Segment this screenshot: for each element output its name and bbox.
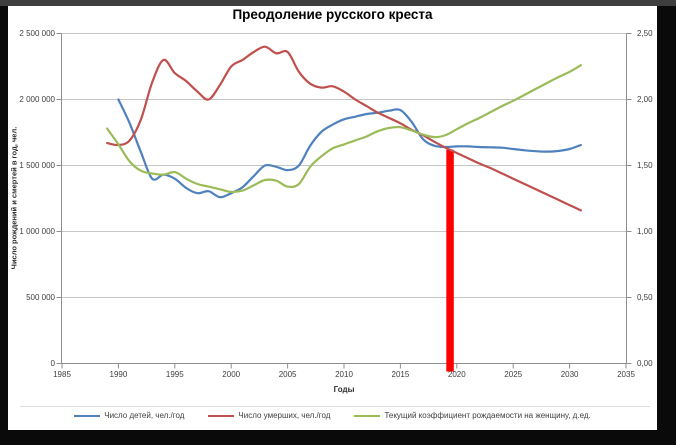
legend-divider: [20, 406, 650, 407]
y-axis-left-tick-label: 2 500 000: [19, 29, 55, 38]
x-axis-tick-label: 2035: [617, 370, 635, 379]
legend-line-sample-births: [74, 414, 101, 417]
chart-title: Преодоление русского креста: [232, 7, 433, 22]
legend-label-births: Число детей, чел./год: [104, 411, 185, 420]
series-line-fertility: [106, 64, 582, 194]
x-axis-tick-label: 2020: [448, 370, 466, 379]
x-axis-title: Годы: [333, 385, 355, 394]
x-axis-tick-label: 2025: [504, 370, 522, 379]
legend-item-deaths: Число умерших, чел./год: [208, 411, 330, 420]
y-axis-left-tick-label: 1 000 000: [19, 227, 55, 236]
x-axis-tick-label: 1995: [166, 370, 184, 379]
y-axis-right-tick-label: 0,00: [637, 359, 653, 368]
series-line-births: [117, 98, 582, 199]
y-axis-right-tick-label: 1,00: [637, 227, 653, 236]
legend-label-fertility: Текущий коэффициент рождаемости на женщи…: [384, 411, 591, 420]
crossing-year-marker-bar: [446, 149, 454, 372]
legend-line-sample-fertility: [354, 414, 381, 417]
legend-item-births: Число детей, чел./год: [74, 411, 184, 420]
window-top-strip: [0, 0, 676, 6]
y-axis-right-tick-label: 2,50: [637, 29, 653, 38]
y-axis-right-tick-label: 1,50: [637, 161, 653, 170]
legend-item-fertility: Текущий коэффициент рождаемости на женщи…: [354, 411, 591, 420]
y-axis-left-title: Число рождений и смертей в год, чел.: [9, 126, 19, 270]
x-axis-tick-label: 2005: [279, 370, 297, 379]
x-axis-tick-label: 2010: [335, 370, 353, 379]
series-line-deaths: [106, 45, 582, 212]
y-axis-left-tick-label: 1 500 000: [19, 161, 55, 170]
y-axis-left-tick-label: 2 000 000: [19, 95, 55, 104]
y-axis-right-tick-label: 0,50: [637, 293, 653, 302]
x-axis-tick-label: 1990: [110, 370, 128, 379]
x-axis-tick-label: 1985: [53, 370, 71, 379]
y-axis-left-tick-label: 500 000: [26, 293, 55, 302]
x-axis-tick-label: 2030: [561, 370, 579, 379]
chart-panel: [8, 6, 657, 430]
y-axis-right-tick-label: 2,00: [637, 95, 653, 104]
x-axis-tick-label: 2000: [222, 370, 240, 379]
legend: Число детей, чел./год Число умерших, чел.…: [8, 411, 657, 420]
legend-line-sample-deaths: [208, 414, 235, 417]
legend-label-deaths: Число умерших, чел./год: [238, 411, 331, 420]
y-axis-left-tick-label: 0: [51, 359, 56, 368]
x-axis-tick-label: 2015: [392, 370, 410, 379]
